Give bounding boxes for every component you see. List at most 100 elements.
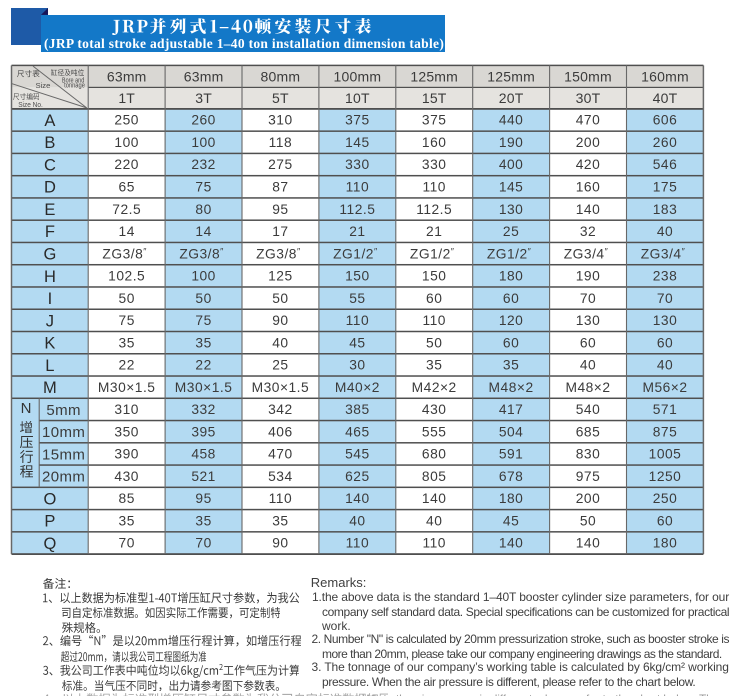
svg-text:B: B <box>44 134 55 152</box>
svg-text:680: 680 <box>422 447 447 462</box>
svg-text:65: 65 <box>119 180 135 195</box>
svg-text:20T: 20T <box>499 90 524 106</box>
svg-text:140: 140 <box>345 491 370 506</box>
svg-text:Size No.: Size No. <box>18 102 43 109</box>
svg-text:118: 118 <box>269 135 293 150</box>
svg-text:112.5: 112.5 <box>339 202 375 217</box>
svg-text:M30×1.5: M30×1.5 <box>175 380 233 395</box>
svg-text:60: 60 <box>580 335 596 350</box>
svg-text:M30×1.5: M30×1.5 <box>98 380 156 395</box>
svg-text:D: D <box>44 179 56 197</box>
svg-text:15mm: 15mm <box>42 446 85 463</box>
svg-text:385: 385 <box>345 402 370 417</box>
svg-text:25: 25 <box>272 358 288 373</box>
svg-text:20mm: 20mm <box>42 469 85 486</box>
svg-text:40: 40 <box>349 513 365 528</box>
svg-text:238: 238 <box>653 269 678 284</box>
svg-text:14: 14 <box>195 224 211 239</box>
svg-text:M56×2: M56×2 <box>642 380 687 395</box>
svg-text:100: 100 <box>114 135 139 150</box>
svg-text:P: P <box>44 513 55 531</box>
svg-text:406: 406 <box>268 424 293 439</box>
svg-text:140: 140 <box>422 491 447 506</box>
svg-text:440: 440 <box>499 113 524 128</box>
svg-text:50: 50 <box>119 291 135 306</box>
svg-text:310: 310 <box>268 113 293 128</box>
svg-text:A: A <box>44 112 55 130</box>
svg-text:190: 190 <box>499 135 524 150</box>
svg-text:40: 40 <box>657 224 673 239</box>
svg-text:35: 35 <box>119 513 135 528</box>
svg-text:M48×2: M48×2 <box>489 380 534 395</box>
svg-text:150: 150 <box>422 269 447 284</box>
svg-text:40: 40 <box>426 513 442 528</box>
svg-text:95: 95 <box>272 202 288 217</box>
svg-text:571: 571 <box>653 402 678 417</box>
svg-text:140: 140 <box>576 202 601 217</box>
svg-text:3T: 3T <box>195 90 212 106</box>
svg-text:140: 140 <box>499 536 524 551</box>
svg-text:591: 591 <box>499 447 524 462</box>
svg-text:90: 90 <box>272 536 288 551</box>
svg-text:35: 35 <box>195 513 211 528</box>
svg-text:85: 85 <box>119 491 135 506</box>
svg-text:75: 75 <box>119 313 135 328</box>
svg-text:72.5: 72.5 <box>112 202 141 217</box>
svg-text:332: 332 <box>191 402 216 417</box>
svg-text:555: 555 <box>422 424 447 439</box>
svg-text:60: 60 <box>657 513 673 528</box>
svg-text:Size: Size <box>36 83 51 90</box>
svg-text:60: 60 <box>426 291 442 306</box>
svg-text:ZG1/2″: ZG1/2″ <box>487 246 532 261</box>
svg-text:50: 50 <box>272 291 288 306</box>
svg-text:30T: 30T <box>576 90 601 106</box>
svg-text:75: 75 <box>195 313 211 328</box>
svg-text:ZG1/2″: ZG1/2″ <box>410 246 455 261</box>
svg-text:35: 35 <box>272 513 288 528</box>
svg-text:110: 110 <box>422 536 446 551</box>
svg-text:150mm: 150mm <box>564 68 612 84</box>
svg-text:140: 140 <box>576 536 601 551</box>
svg-text:350: 350 <box>114 424 139 439</box>
svg-text:625: 625 <box>345 469 370 484</box>
svg-text:32: 32 <box>580 224 596 239</box>
svg-text:40: 40 <box>657 358 673 373</box>
svg-text:975: 975 <box>576 469 601 484</box>
svg-text:330: 330 <box>345 157 370 172</box>
svg-text:60: 60 <box>657 335 673 350</box>
svg-text:M48×2: M48×2 <box>565 380 610 395</box>
svg-text:220: 220 <box>114 157 139 172</box>
svg-text:260: 260 <box>653 135 678 150</box>
svg-text:420: 420 <box>576 157 601 172</box>
svg-text:M42×2: M42×2 <box>412 380 457 395</box>
svg-text:430: 430 <box>114 469 139 484</box>
svg-text:5T: 5T <box>272 90 289 106</box>
svg-text:521: 521 <box>191 469 216 484</box>
svg-text:130: 130 <box>499 202 524 217</box>
svg-text:21: 21 <box>426 224 442 239</box>
svg-text:375: 375 <box>422 113 447 128</box>
svg-text:110: 110 <box>269 491 293 506</box>
svg-text:390: 390 <box>114 447 139 462</box>
svg-text:25: 25 <box>503 224 519 239</box>
svg-text:75: 75 <box>195 180 211 195</box>
svg-text:M: M <box>43 379 57 397</box>
svg-text:95: 95 <box>195 491 211 506</box>
svg-text:180: 180 <box>499 269 524 284</box>
svg-text:35: 35 <box>119 335 135 350</box>
svg-text:200: 200 <box>576 491 601 506</box>
svg-text:50: 50 <box>426 335 442 350</box>
svg-text:J: J <box>46 312 54 330</box>
svg-text:80: 80 <box>195 202 211 217</box>
svg-text:190: 190 <box>576 269 601 284</box>
svg-text:100: 100 <box>191 269 216 284</box>
svg-text:395: 395 <box>191 424 216 439</box>
svg-text:400: 400 <box>499 157 524 172</box>
svg-text:87: 87 <box>272 180 288 195</box>
svg-text:15T: 15T <box>422 90 447 106</box>
svg-text:35: 35 <box>195 335 211 350</box>
svg-text:130: 130 <box>653 313 678 328</box>
svg-text:80mm: 80mm <box>261 68 301 84</box>
svg-text:22: 22 <box>195 358 211 373</box>
svg-text:ZG3/4″: ZG3/4″ <box>564 246 609 261</box>
